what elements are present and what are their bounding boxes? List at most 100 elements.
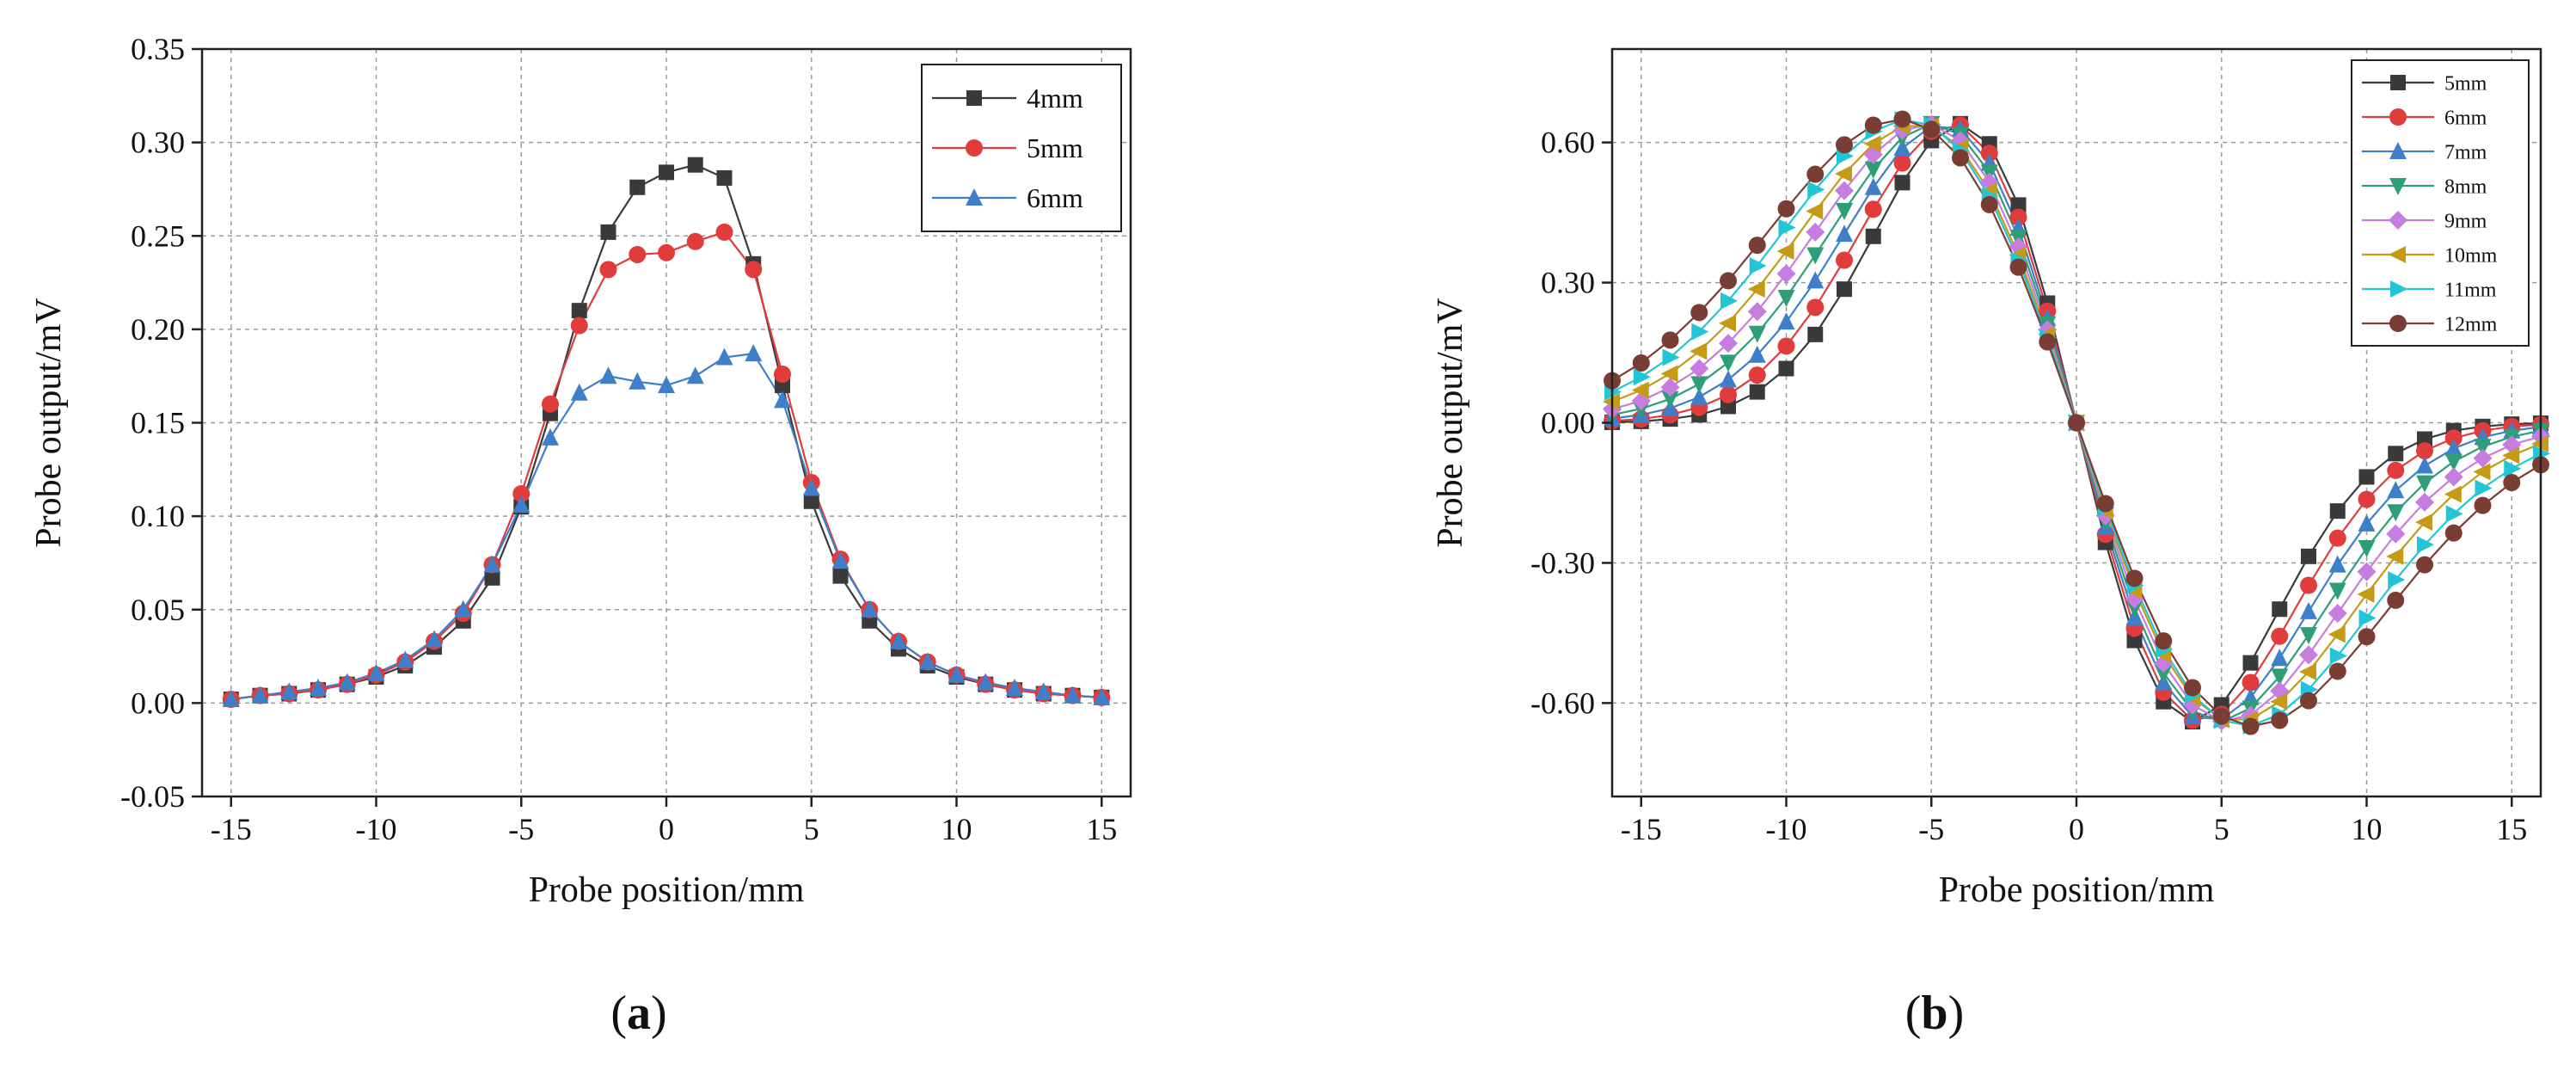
data-point — [1835, 181, 1854, 200]
data-point — [1836, 251, 1853, 269]
y-tick-label: -0.30 — [1530, 545, 1595, 580]
data-point — [1807, 326, 1824, 342]
data-point — [2068, 414, 2085, 432]
data-point — [1662, 348, 1680, 366]
data-point — [251, 686, 269, 704]
legend-marker — [966, 139, 983, 157]
data-point — [1806, 222, 1825, 242]
data-point — [600, 224, 616, 240]
data-point — [2502, 446, 2520, 464]
data-point — [222, 690, 240, 708]
data-point — [2388, 570, 2406, 588]
data-point — [2328, 662, 2346, 680]
data-point — [1776, 264, 1796, 284]
data-point — [1806, 165, 1825, 183]
data-point — [2270, 692, 2288, 710]
data-point — [1777, 289, 1795, 307]
data-point — [977, 673, 995, 691]
data-point — [599, 261, 617, 279]
data-point — [2242, 673, 2260, 692]
x-tick-label: -15 — [211, 812, 252, 846]
legend-marker — [2390, 280, 2407, 298]
data-point — [1690, 387, 1708, 405]
data-point — [774, 366, 791, 384]
data-point — [1633, 368, 1651, 386]
data-point — [1690, 359, 1709, 378]
legend-label: 11mm — [2444, 279, 2497, 301]
data-point — [2009, 258, 2027, 276]
legend-box — [2351, 59, 2530, 347]
legend-label: 5mm — [1027, 132, 1083, 163]
data-point — [1631, 381, 1649, 399]
data-point — [861, 600, 879, 618]
data-point — [2212, 707, 2230, 725]
data-point — [396, 650, 414, 668]
data-point — [280, 682, 298, 700]
data-point — [2358, 469, 2375, 485]
x-tick-label: -5 — [508, 812, 534, 846]
data-point — [629, 179, 646, 195]
data-point — [2272, 601, 2288, 618]
panel-label-a: (a) — [610, 987, 666, 1040]
data-point — [715, 347, 733, 366]
data-point — [2009, 208, 2027, 226]
data-point — [2444, 485, 2462, 503]
data-point — [338, 673, 356, 691]
data-point — [2125, 600, 2144, 618]
data-point — [774, 390, 791, 409]
data-point — [1660, 378, 1680, 397]
data-point — [1034, 682, 1052, 700]
legend-label: 7mm — [2444, 141, 2487, 163]
data-point — [1836, 136, 1853, 154]
legend: 4mm 5mm 6mm — [921, 64, 1122, 232]
data-point — [686, 366, 704, 384]
data-point — [1748, 345, 1766, 363]
x-axis-title: Probe position/mm — [1939, 870, 2215, 910]
data-point — [2444, 467, 2463, 487]
x-tick-label: -10 — [356, 812, 397, 846]
data-point — [1632, 354, 1650, 372]
data-point — [1747, 280, 1765, 298]
data-point — [2271, 711, 2289, 729]
data-point — [2387, 504, 2405, 522]
data-point — [2417, 536, 2434, 554]
data-point — [599, 366, 617, 384]
data-point — [2300, 692, 2317, 710]
y-tick-label: -0.60 — [1530, 686, 1595, 720]
data-point — [2416, 556, 2433, 574]
data-point — [2155, 632, 2173, 650]
legend-label: 9mm — [2444, 210, 2487, 232]
data-point — [484, 569, 500, 586]
y-tick-label: 0.00 — [1541, 406, 1595, 440]
data-point — [2271, 649, 2289, 667]
data-point — [1923, 120, 1941, 138]
data-point — [1835, 165, 1852, 183]
data-point — [658, 376, 675, 394]
data-point — [2328, 529, 2346, 547]
data-point — [1093, 687, 1111, 705]
data-point — [1893, 110, 1911, 128]
legend-label: 12mm — [2444, 313, 2498, 335]
data-point — [2301, 548, 2316, 564]
y-tick-label: 0.15 — [131, 406, 185, 440]
x-tick-label: 5 — [2214, 812, 2229, 846]
data-point — [1864, 200, 1882, 218]
data-point — [716, 169, 733, 186]
data-point — [745, 344, 763, 362]
data-point — [454, 600, 472, 618]
x-tick-label: 0 — [659, 812, 674, 846]
data-point — [629, 372, 647, 390]
data-point — [2416, 475, 2433, 493]
legend-label: 6mm — [2444, 107, 2487, 129]
data-point — [1778, 360, 1794, 377]
data-point — [2416, 442, 2433, 460]
data-point — [2474, 439, 2492, 457]
data-point — [1660, 365, 1678, 383]
data-point — [948, 665, 966, 683]
panel-label-b: (b) — [1905, 987, 1964, 1040]
data-point — [2328, 625, 2346, 643]
data-point — [832, 568, 849, 584]
y-tick-label: 0.20 — [131, 312, 185, 347]
data-point — [310, 678, 327, 696]
data-point — [659, 164, 674, 181]
